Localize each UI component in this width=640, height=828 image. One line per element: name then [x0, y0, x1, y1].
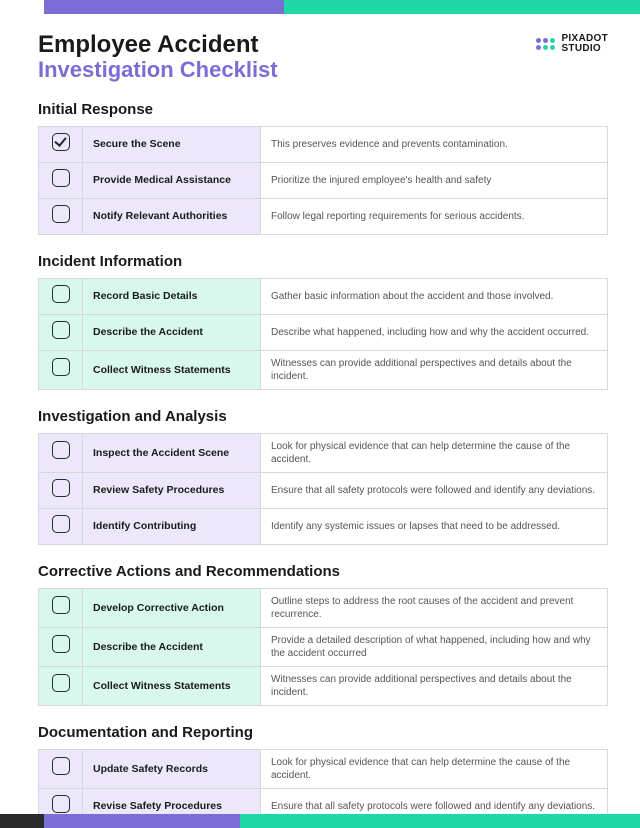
item-description: This preserves evidence and prevents con…	[261, 126, 608, 162]
item-description: Witnesses can provide additional perspec…	[261, 350, 608, 389]
page-content: Employee Accident Investigation Checklis…	[0, 14, 640, 825]
title-line-2: Investigation Checklist	[38, 58, 278, 82]
checkbox[interactable]	[52, 674, 70, 692]
item-description: Follow legal reporting requirements for …	[261, 198, 608, 234]
checkbox[interactable]	[52, 479, 70, 497]
item-label: Describe the Accident	[83, 627, 261, 666]
logo-text: PIXADOT STUDIO	[561, 34, 608, 54]
checkbox-cell	[39, 627, 83, 666]
checkbox[interactable]	[52, 635, 70, 653]
checklist-section: Investigation and Analysis Inspect the Ac…	[38, 408, 608, 545]
page-title: Employee Accident Investigation Checklis…	[38, 32, 278, 83]
checklist-row: Review Safety ProceduresEnsure that all …	[39, 472, 608, 508]
item-label: Review Safety Procedures	[83, 472, 261, 508]
checkbox[interactable]	[52, 133, 70, 151]
item-description: Gather basic information about the accid…	[261, 278, 608, 314]
item-label: Inspect the Accident Scene	[83, 433, 261, 472]
logo-text-line-2: STUDIO	[561, 44, 608, 54]
checklist-row: Update Safety RecordsLook for physical e…	[39, 749, 608, 788]
checkbox[interactable]	[52, 205, 70, 223]
header: Employee Accident Investigation Checklis…	[38, 32, 608, 83]
checklist-section: Initial Response Secure the SceneThis pre…	[38, 101, 608, 235]
checkbox[interactable]	[52, 321, 70, 339]
logo-dots-icon	[536, 38, 555, 50]
checkbox[interactable]	[52, 285, 70, 303]
checkbox-cell	[39, 278, 83, 314]
item-label: Notify Relevant Authorities	[83, 198, 261, 234]
checkbox-cell	[39, 433, 83, 472]
item-label: Collect Witness Statements	[83, 666, 261, 705]
checkbox-cell	[39, 198, 83, 234]
item-label: Record Basic Details	[83, 278, 261, 314]
checklist-row: Develop Corrective ActionOutline steps t…	[39, 588, 608, 627]
brand-logo: PIXADOT STUDIO	[536, 34, 608, 54]
checklist-table: Secure the SceneThis preserves evidence …	[38, 126, 608, 235]
checkbox-cell	[39, 666, 83, 705]
checklist-row: Describe the AccidentProvide a detailed …	[39, 627, 608, 666]
checkbox[interactable]	[52, 757, 70, 775]
checkbox[interactable]	[52, 515, 70, 533]
item-label: Develop Corrective Action	[83, 588, 261, 627]
item-description: Provide a detailed description of what h…	[261, 627, 608, 666]
item-label: Secure the Scene	[83, 126, 261, 162]
title-line-1: Employee Accident	[38, 32, 278, 58]
checklist-section: Corrective Actions and Recommendations De…	[38, 563, 608, 706]
section-title: Incident Information	[38, 253, 608, 270]
item-label: Provide Medical Assistance	[83, 162, 261, 198]
item-label: Describe the Accident	[83, 314, 261, 350]
checklist-row: Identify ContributingIdentify any system…	[39, 508, 608, 544]
checklist-row: Secure the SceneThis preserves evidence …	[39, 126, 608, 162]
item-description: Ensure that all safety protocols were fo…	[261, 472, 608, 508]
checkbox[interactable]	[52, 169, 70, 187]
item-description: Look for physical evidence that can help…	[261, 749, 608, 788]
checklist-row: Notify Relevant AuthoritiesFollow legal …	[39, 198, 608, 234]
checkbox-cell	[39, 350, 83, 389]
item-label: Collect Witness Statements	[83, 350, 261, 389]
checklist-row: Collect Witness StatementsWitnesses can …	[39, 350, 608, 389]
item-label: Identify Contributing	[83, 508, 261, 544]
checkbox[interactable]	[52, 441, 70, 459]
checklist-table: Develop Corrective ActionOutline steps t…	[38, 588, 608, 706]
checkbox-cell	[39, 749, 83, 788]
checkbox-cell	[39, 126, 83, 162]
checkbox[interactable]	[52, 795, 70, 813]
checkbox-cell	[39, 472, 83, 508]
item-description: Witnesses can provide additional perspec…	[261, 666, 608, 705]
checklist-row: Provide Medical AssistancePrioritize the…	[39, 162, 608, 198]
checkbox[interactable]	[52, 358, 70, 376]
item-description: Outline steps to address the root causes…	[261, 588, 608, 627]
checkbox-cell	[39, 314, 83, 350]
checklist-row: Record Basic DetailsGather basic informa…	[39, 278, 608, 314]
checkbox-cell	[39, 508, 83, 544]
item-description: Identify any systemic issues or lapses t…	[261, 508, 608, 544]
bottom-accent-bar	[0, 814, 640, 828]
checklist-row: Collect Witness StatementsWitnesses can …	[39, 666, 608, 705]
top-accent-bar	[0, 0, 640, 14]
item-description: Look for physical evidence that can help…	[261, 433, 608, 472]
checkbox-cell	[39, 162, 83, 198]
checklist-section: Incident Information Record Basic Details…	[38, 253, 608, 390]
section-title: Documentation and Reporting	[38, 724, 608, 741]
checklist-row: Inspect the Accident SceneLook for physi…	[39, 433, 608, 472]
section-title: Investigation and Analysis	[38, 408, 608, 425]
checklist-table: Record Basic DetailsGather basic informa…	[38, 278, 608, 390]
section-title: Corrective Actions and Recommendations	[38, 563, 608, 580]
item-description: Prioritize the injured employee's health…	[261, 162, 608, 198]
checklist-row: Describe the AccidentDescribe what happe…	[39, 314, 608, 350]
checklist-table: Inspect the Accident SceneLook for physi…	[38, 433, 608, 545]
item-label: Update Safety Records	[83, 749, 261, 788]
checkbox-cell	[39, 588, 83, 627]
checkbox[interactable]	[52, 596, 70, 614]
checklist-section: Documentation and Reporting Update Safety…	[38, 724, 608, 825]
section-title: Initial Response	[38, 101, 608, 118]
item-description: Describe what happened, including how an…	[261, 314, 608, 350]
